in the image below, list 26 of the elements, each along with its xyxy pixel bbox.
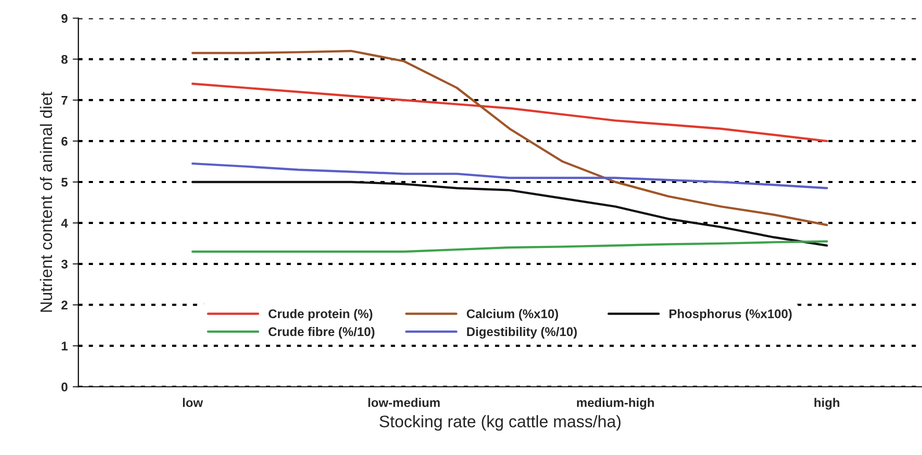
legend-label: Digestibility (%/10) xyxy=(467,326,577,339)
y-axis-title: Nutrient content of animal diet xyxy=(40,92,52,312)
y-tick-label: 9 xyxy=(61,14,68,23)
legend-label: Crude fibre (%/10) xyxy=(268,326,374,339)
line-series xyxy=(191,180,828,247)
legend-label: Phosphorus (%x100) xyxy=(669,309,792,321)
y-tick-label: 5 xyxy=(61,178,68,187)
y-tick-label: 4 xyxy=(61,218,68,228)
line-series xyxy=(191,82,828,142)
y-tick-label: 7 xyxy=(62,96,68,105)
line-series xyxy=(191,162,828,190)
y-tick-label: 3 xyxy=(61,260,68,269)
y-tick-label: 8 xyxy=(61,54,68,64)
x-tick-label: medium-high xyxy=(577,398,654,410)
line-series xyxy=(191,50,828,226)
y-tick-label: 6 xyxy=(61,136,68,146)
legend-label: Crude protein (%) xyxy=(268,309,372,321)
x-axis-title: Stocking rate (kg cattle mass/ha) xyxy=(380,415,621,431)
x-tick-label: low-medium xyxy=(368,398,440,408)
y-tick-label: 0 xyxy=(61,382,68,392)
legend-label: Calcium (%x10) xyxy=(466,309,558,321)
x-tick-label: low xyxy=(183,398,203,408)
line-series xyxy=(191,240,828,253)
y-tick-label: 1 xyxy=(62,342,68,350)
x-tick-label: high xyxy=(814,398,840,410)
y-tick-label: 2 xyxy=(61,300,68,310)
